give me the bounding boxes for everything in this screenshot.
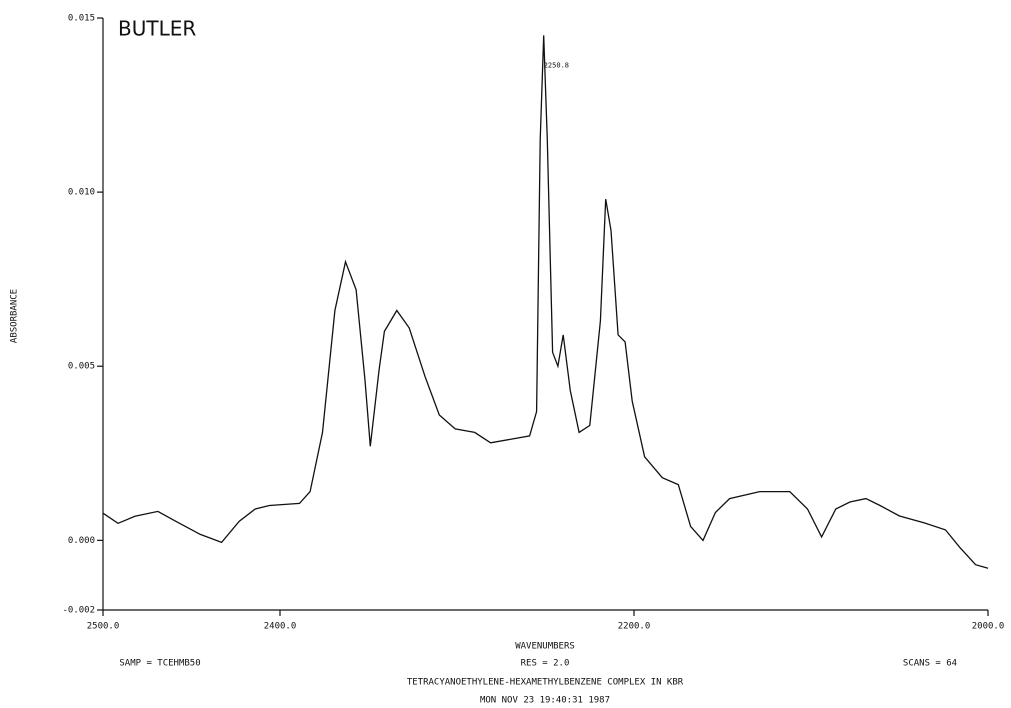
scans-info: SCANS = 64 [903, 659, 957, 669]
timestamp: MON NOV 23 19:40:31 1987 [480, 696, 610, 706]
peak-annotation: 2250.8 [544, 61, 569, 69]
x-tick-label: 2500.0 [87, 622, 120, 632]
y-axis-label: ABSORBANCE [10, 289, 20, 343]
chart-title: BUTLER [118, 17, 196, 41]
x-axis-label: WAVENUMBERS [515, 642, 575, 652]
spectrum-line [102, 35, 989, 569]
y-tick-label: -0.002 [62, 606, 95, 616]
sample-info: SAMP = TCEHMB50 [119, 659, 200, 669]
x-tick-label: 2000.0 [972, 622, 1005, 632]
x-tick-label: 2400.0 [264, 622, 297, 632]
y-tick-label: 0.010 [68, 188, 95, 198]
description: TETRACYANOETHYLENE-HEXAMETHYLBENZENE COM… [407, 678, 684, 688]
y-tick-label: 0.015 [68, 14, 95, 24]
resolution-info: RES = 2.0 [521, 659, 570, 669]
x-tick-label: 2200.0 [618, 622, 651, 632]
y-tick-label: 0.005 [68, 362, 95, 372]
y-tick-label: 0.000 [68, 536, 95, 546]
